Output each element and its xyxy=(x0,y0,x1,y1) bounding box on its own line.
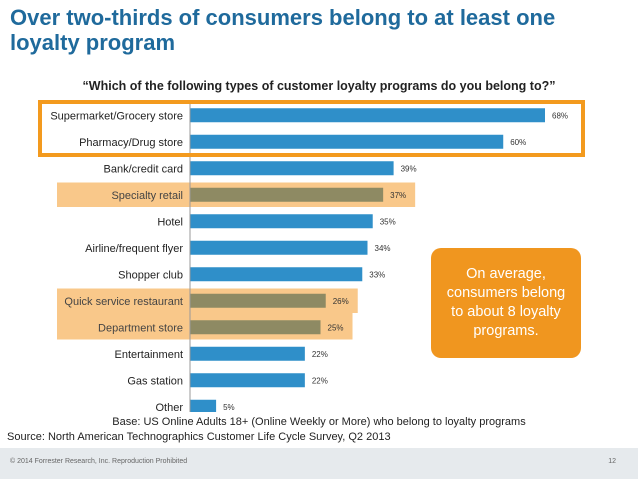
bar xyxy=(190,161,394,176)
footer-bar: © 2014 Forrester Research, Inc. Reproduc… xyxy=(0,448,638,479)
value-label: 35% xyxy=(380,217,396,226)
bar xyxy=(190,108,545,123)
category-label: Hotel xyxy=(157,216,183,228)
bar-chart: Supermarket/Grocery store 68% Pharmacy/Dru… xyxy=(38,100,585,412)
category-label: Quick service restaurant xyxy=(64,296,183,308)
value-label: 22% xyxy=(312,376,328,385)
bar xyxy=(190,373,305,388)
category-label: Specialty retail xyxy=(111,190,183,202)
highlight-band-joint xyxy=(57,313,353,315)
bar xyxy=(190,134,504,149)
value-label: 5% xyxy=(223,403,235,412)
value-label: 39% xyxy=(401,164,417,173)
top-rows-outline xyxy=(38,100,585,157)
category-label: Department store xyxy=(98,322,183,334)
category-label: Gas station xyxy=(127,375,183,387)
value-label: 25% xyxy=(328,323,344,332)
value-label: 60% xyxy=(510,138,526,147)
category-label: Pharmacy/Drug store xyxy=(79,137,183,149)
value-label: 26% xyxy=(333,297,349,306)
value-label: 34% xyxy=(375,244,391,253)
value-label: 22% xyxy=(312,350,328,359)
slide-title: Over two-thirds of consumers belong to a… xyxy=(10,5,556,55)
bar xyxy=(190,399,217,412)
base-note: Base: US Online Adults 18+ (Online Weekl… xyxy=(112,416,526,428)
average-callout: On average, consumers belong to about 8 … xyxy=(431,248,581,358)
source-note: Source: North American Technographics Cu… xyxy=(7,431,391,443)
category-label: Other xyxy=(155,402,183,412)
bar xyxy=(190,346,305,361)
bar xyxy=(190,293,326,308)
copyright-text: © 2014 Forrester Research, Inc. Reproduc… xyxy=(10,458,188,465)
category-label: Airline/frequent flyer xyxy=(85,243,183,255)
bar xyxy=(190,267,363,282)
category-label: Supermarket/Grocery store xyxy=(50,110,183,122)
bar xyxy=(190,187,384,202)
category-label: Entertainment xyxy=(115,349,183,361)
value-label: 33% xyxy=(369,270,385,279)
survey-question: “Which of the following types of custome… xyxy=(82,79,556,93)
value-label: 37% xyxy=(390,191,406,200)
bar xyxy=(190,214,373,229)
value-label: 68% xyxy=(552,111,568,120)
category-label: Shopper club xyxy=(118,269,183,281)
page-number: 12 xyxy=(608,458,616,465)
category-label: Bank/credit card xyxy=(104,163,183,175)
bar xyxy=(190,320,321,335)
bar xyxy=(190,240,368,255)
